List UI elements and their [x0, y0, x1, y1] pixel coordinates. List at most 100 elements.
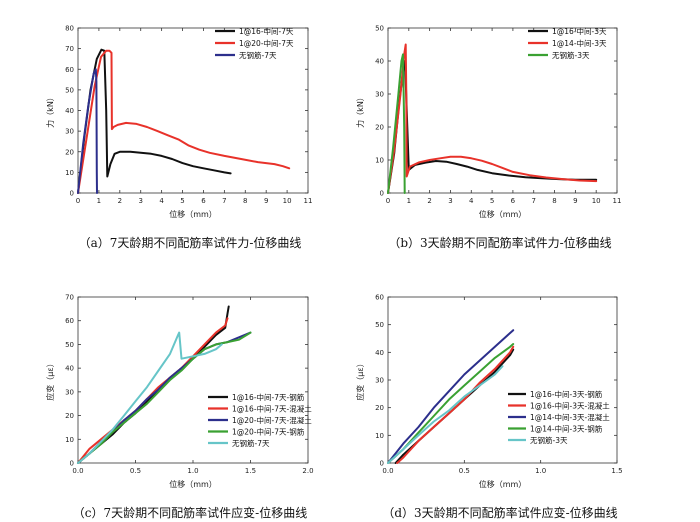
legend-label: 1@14-中间-3天	[552, 38, 607, 48]
figure-caption: （b）3天龄期不同配筋率试件力-位移曲线	[388, 235, 611, 250]
legend-label: 1@20-中间-7天	[239, 38, 294, 48]
x-tick-label: 11	[304, 197, 313, 205]
x-tick-label: 7	[531, 197, 535, 205]
y-tick-label: 40	[65, 107, 74, 115]
x-tick-label: 0	[76, 197, 80, 205]
y-tick-label: 20	[65, 148, 74, 156]
y-tick-label: 20	[375, 124, 384, 132]
legend-label: 1@16-中间-7天-混凝土	[232, 404, 312, 414]
series-line-3	[387, 53, 406, 194]
x-tick-label: 2	[118, 197, 122, 205]
x-axis-label: 位移（mm）	[169, 479, 217, 489]
figure-caption: （a）7天龄期不同配筋率试件力-位移曲线	[79, 235, 302, 250]
x-tick-label: 1	[97, 197, 101, 205]
series-line-2	[387, 43, 598, 194]
y-axis-label: 力（kN）	[45, 93, 55, 128]
series-line-5	[77, 331, 223, 464]
legend-label: 1@16-中间-3天-钢筋	[530, 389, 603, 399]
y-tick-label: 0	[380, 190, 384, 198]
legend-label: 1@14-中间-3天-混凝土	[530, 412, 610, 422]
y-tick-label: 0	[380, 460, 384, 468]
series-line-5	[387, 365, 504, 464]
series-line-1	[387, 60, 598, 194]
series-line-4	[77, 331, 252, 464]
legend-label: 1@16-中间-7天-钢筋	[232, 392, 305, 402]
x-tick-label: 2	[427, 197, 431, 205]
x-tick-label: 2.0	[302, 467, 313, 475]
y-tick-label: 40	[65, 365, 74, 373]
x-tick-label: 11	[613, 197, 622, 205]
x-tick-label: 9	[264, 197, 268, 205]
x-tick-label: 9	[573, 197, 577, 205]
chart-c: 0.0 0.5 1.0 1.5 2.0 0 10 20 30 40 50 60 70 位移（mm） 应变（μ…	[45, 294, 314, 521]
x-tick-label: 1.5	[611, 467, 622, 475]
y-tick-label: 10	[65, 169, 74, 177]
x-tick-label: 1.0	[187, 467, 198, 475]
y-axis-label: 应变（με）	[355, 359, 365, 400]
y-tick-label: 50	[375, 25, 384, 33]
y-tick-label: 30	[65, 388, 74, 396]
x-tick-label: 7	[222, 197, 226, 205]
x-axis-label: 位移（mm）	[479, 479, 527, 489]
y-tick-label: 10	[65, 436, 74, 444]
series-line-2	[77, 49, 291, 194]
legend-label: 无钢筋-3天	[552, 50, 590, 60]
legend-label: 1@14-中间-3天-钢筋	[530, 424, 603, 434]
series-line-2	[77, 317, 229, 464]
y-tick-label: 80	[65, 25, 74, 33]
y-tick-label: 70	[65, 294, 74, 302]
legend-label: 无钢筋-7天	[239, 50, 277, 60]
x-tick-label: 3	[448, 197, 452, 205]
y-tick-label: 50	[65, 86, 74, 94]
x-tick-label: 1.0	[535, 467, 546, 475]
x-tick-label: 0.0	[382, 467, 393, 475]
y-tick-label: 60	[65, 66, 74, 74]
y-tick-label: 50	[375, 321, 384, 329]
y-tick-label: 0	[70, 460, 74, 468]
figure-caption: （c）7天龄期不同配筋率试件应变-位移曲线	[73, 505, 307, 520]
chart-a: 0 1 2 3 4 5 6 7 8 9 10 11 0 10 20 30 40 50 60 70 80 位移（mm） 力（k…	[45, 25, 312, 251]
x-axis-label: 位移（mm）	[169, 209, 217, 219]
chart-b: 0 1 2 3 4 5 6 7 8 9 10 11 0 10 20 30 40 50 位移（mm） 力（kN） 1@16…	[355, 25, 621, 251]
y-axis-label: 应变（με）	[45, 359, 55, 400]
y-tick-label: 30	[65, 128, 74, 136]
y-axis-label: 力（kN）	[355, 93, 365, 128]
legend-label: 1@16-中间-7天	[239, 26, 294, 36]
y-tick-label: 40	[375, 349, 384, 357]
series-line-3	[77, 68, 98, 194]
y-tick-label: 70	[65, 45, 74, 53]
series-line-1	[77, 48, 232, 194]
series-line-2	[396, 345, 515, 464]
y-tick-label: 0	[70, 190, 74, 198]
y-tick-label: 20	[375, 404, 384, 412]
x-tick-label: 0	[386, 197, 390, 205]
x-tick-label: 8	[552, 197, 556, 205]
plot-frame	[387, 27, 618, 194]
x-tick-label: 8	[243, 197, 247, 205]
legend-label: 1@20-中间-7天-钢筋	[232, 427, 305, 437]
plot-frame	[77, 296, 309, 464]
legend: 1@16-中间-7天-钢筋 1@16-中间-7天-混凝土1@20-中间-7天-混凝…	[208, 392, 312, 448]
y-tick-label: 60	[375, 294, 384, 302]
y-tick-label: 10	[375, 157, 384, 165]
x-tick-label: 10	[592, 197, 601, 205]
y-tick-label: 30	[375, 377, 384, 385]
y-tick-label: 60	[65, 317, 74, 325]
x-tick-label: 6	[201, 197, 206, 205]
x-tick-label: 0.0	[72, 467, 83, 475]
x-tick-label: 5	[180, 197, 184, 205]
x-tick-label: 10	[283, 197, 292, 205]
y-tick-label: 10	[375, 432, 384, 440]
x-tick-label: 5	[490, 197, 494, 205]
legend-label: 无钢筋-3天	[530, 435, 568, 445]
x-tick-label: 4	[469, 197, 474, 205]
y-tick-label: 50	[65, 341, 74, 349]
legend-label: 1@16-中间-3天	[552, 26, 607, 36]
y-tick-label: 20	[65, 412, 74, 420]
y-tick-label: 40	[375, 58, 384, 66]
figure-caption: （d）3天龄期不同配筋率试件应变-位移曲线	[382, 505, 617, 520]
legend-label: 无钢筋-7天	[232, 438, 270, 448]
chart-d: 0.0 0.5 1.0 1.5 0 10 20 30 40 50 60 位移（mm） 应变（με） 1@1…	[355, 294, 623, 521]
